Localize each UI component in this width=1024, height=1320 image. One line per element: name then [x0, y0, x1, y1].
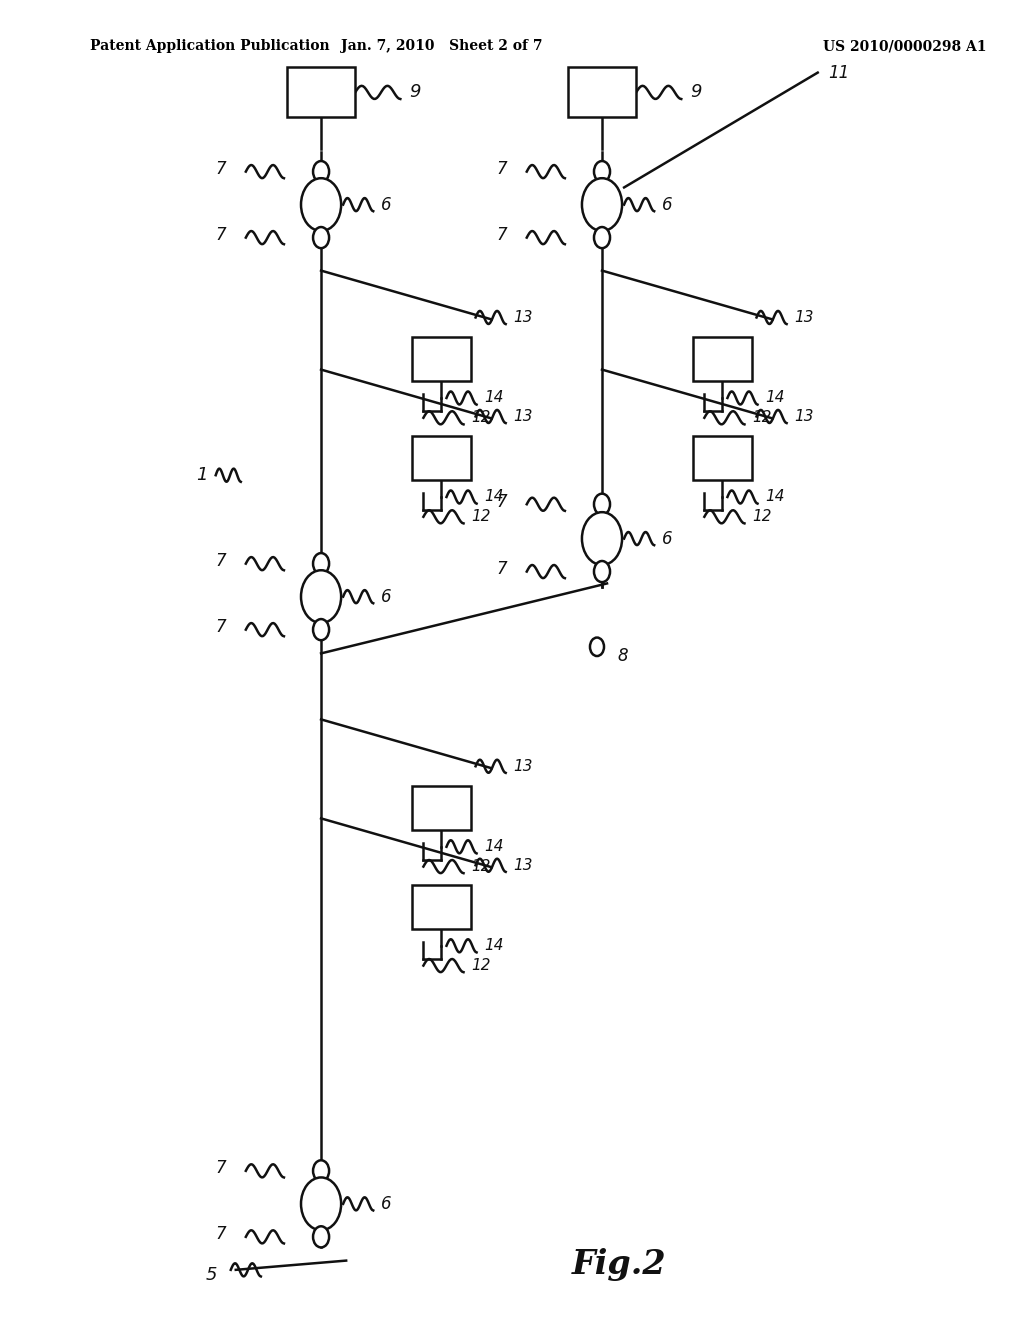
- Circle shape: [301, 570, 341, 623]
- Text: 12: 12: [753, 510, 772, 524]
- Text: Jan. 7, 2010   Sheet 2 of 7: Jan. 7, 2010 Sheet 2 of 7: [341, 40, 543, 53]
- Text: 1: 1: [196, 466, 207, 484]
- Circle shape: [313, 227, 329, 248]
- Text: 14: 14: [484, 490, 504, 504]
- Text: 6: 6: [381, 587, 392, 606]
- Text: 7: 7: [216, 226, 226, 244]
- Circle shape: [594, 161, 610, 182]
- Bar: [287, 67, 355, 117]
- Circle shape: [301, 1177, 341, 1230]
- Text: 13: 13: [514, 310, 534, 325]
- Bar: [693, 436, 752, 479]
- Text: 14: 14: [484, 939, 504, 953]
- Text: 7: 7: [216, 160, 226, 178]
- Circle shape: [313, 553, 329, 574]
- Text: 7: 7: [216, 552, 226, 570]
- Circle shape: [594, 227, 610, 248]
- Circle shape: [313, 619, 329, 640]
- Text: 13: 13: [514, 759, 534, 774]
- Circle shape: [313, 1226, 329, 1247]
- Text: Patent Application Publication: Patent Application Publication: [90, 40, 330, 53]
- Text: 7: 7: [216, 1225, 226, 1243]
- Text: 14: 14: [484, 391, 504, 405]
- Text: 12: 12: [753, 411, 772, 425]
- Circle shape: [301, 178, 341, 231]
- Bar: [413, 787, 471, 830]
- Circle shape: [590, 638, 604, 656]
- Text: 7: 7: [497, 560, 507, 578]
- Bar: [568, 67, 636, 117]
- Circle shape: [594, 561, 610, 582]
- Text: US 2010/0000298 A1: US 2010/0000298 A1: [822, 40, 986, 53]
- Text: 7: 7: [216, 1159, 226, 1177]
- Text: 13: 13: [514, 409, 534, 424]
- Bar: [693, 337, 752, 380]
- Text: 12: 12: [472, 510, 492, 524]
- Circle shape: [594, 494, 610, 515]
- Text: 6: 6: [663, 529, 673, 548]
- Text: 12: 12: [472, 958, 492, 973]
- Text: 14: 14: [766, 490, 785, 504]
- Text: 7: 7: [497, 160, 507, 178]
- Bar: [413, 337, 471, 380]
- Text: 9: 9: [690, 83, 701, 102]
- Text: 12: 12: [472, 859, 492, 874]
- Text: 6: 6: [663, 195, 673, 214]
- Text: Fig.2: Fig.2: [572, 1249, 667, 1280]
- Text: 14: 14: [766, 391, 785, 405]
- Bar: [413, 884, 471, 929]
- Text: 7: 7: [497, 492, 507, 511]
- Text: 13: 13: [795, 409, 814, 424]
- Text: 6: 6: [381, 1195, 392, 1213]
- Text: 7: 7: [497, 226, 507, 244]
- Circle shape: [582, 178, 622, 231]
- Text: 9: 9: [410, 83, 421, 102]
- Circle shape: [313, 1160, 329, 1181]
- Text: 11: 11: [827, 63, 849, 82]
- Text: 5: 5: [206, 1266, 217, 1284]
- Text: 13: 13: [514, 858, 534, 873]
- Text: 8: 8: [617, 647, 628, 665]
- Text: 12: 12: [472, 411, 492, 425]
- Text: 6: 6: [381, 195, 392, 214]
- Bar: [413, 436, 471, 479]
- Text: 13: 13: [795, 310, 814, 325]
- Text: 14: 14: [484, 840, 504, 854]
- Text: 7: 7: [216, 618, 226, 636]
- Circle shape: [582, 512, 622, 565]
- Circle shape: [313, 161, 329, 182]
